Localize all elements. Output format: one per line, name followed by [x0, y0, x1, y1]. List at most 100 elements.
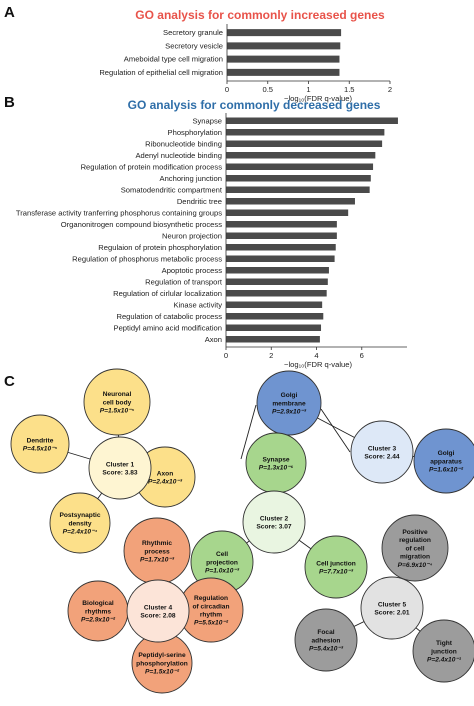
category-label: Regulation of transport	[145, 277, 223, 286]
node-label: Rhythmic	[142, 540, 172, 547]
chart-title: GO analysis for commonly decreased genes	[128, 98, 381, 112]
x-tick-label: 4	[314, 351, 318, 360]
category-label: Adenyl nucleotide binding	[135, 151, 222, 160]
go-term-node: Dendrite P=4.5x10⁻⁵	[10, 414, 70, 474]
node-label: Dendrite	[27, 437, 54, 444]
x-tick-label: 2	[388, 85, 392, 94]
node-p-value: P=7.7x10⁻³	[319, 569, 354, 576]
node-label: Postsynaptic	[59, 512, 100, 519]
node-label: Score: 3.83	[102, 470, 138, 477]
node-circle	[49, 492, 111, 554]
cluster-hub: Cluster 2 Score: 3.07	[242, 490, 306, 554]
node-label: Score: 2.44	[364, 454, 400, 461]
x-axis-label: −log₁₀(FDR q-value)	[284, 94, 352, 103]
cluster-group: GolgimembraneP=2.9x10⁻³GolgiapparatusP=1…	[256, 370, 474, 494]
node-circle	[294, 608, 358, 672]
node-p-value: P=1.5x10⁻⁵	[100, 408, 135, 415]
category-label: Anchoring junction	[160, 174, 222, 183]
bar	[226, 336, 320, 343]
node-circle	[256, 370, 322, 436]
node-label: Cluster 4	[144, 604, 173, 611]
bar	[226, 324, 322, 331]
bar	[226, 301, 323, 308]
category-label: Regulation of protein modification proce…	[81, 162, 223, 171]
node-label: Score: 2.01	[374, 610, 410, 617]
node-label: rhythm	[200, 612, 222, 619]
node-label: regulation	[399, 537, 431, 544]
bar	[226, 186, 370, 193]
node-label: Focal	[317, 629, 334, 636]
go-term-node: Synapse P=1.3x10⁻⁶	[245, 432, 307, 494]
category-label: Dendritic tree	[177, 197, 222, 206]
bar	[226, 232, 337, 239]
hub-circle	[350, 420, 414, 484]
bar	[226, 244, 336, 251]
category-label: Kinase activity	[173, 300, 222, 309]
node-label: Score: 2.08	[140, 613, 176, 620]
node-label: projection	[206, 559, 238, 566]
bar	[226, 175, 371, 182]
hub-circle	[88, 436, 152, 500]
category-label: Regulation of catabolic process	[116, 312, 222, 321]
category-label: Ribonucleotide binding	[145, 139, 222, 148]
node-label: Cluster 1	[106, 461, 135, 468]
category-label: Axon	[205, 335, 222, 344]
node-p-value: P=1.5x10⁻²	[145, 669, 180, 676]
cluster-hub: Cluster 1 Score: 3.83	[88, 436, 152, 500]
node-label: Cluster 3	[368, 445, 397, 452]
bar	[227, 42, 341, 50]
category-label: Transferase activity tranferring phospho…	[16, 208, 222, 217]
hub-circle	[242, 490, 306, 554]
x-tick-label: 2	[269, 351, 273, 360]
network-edge	[320, 408, 351, 453]
bar	[227, 29, 342, 37]
node-p-value: P=2.4x10⁻¹	[427, 657, 462, 664]
node-p-value: P=2.4x10⁻³	[148, 479, 183, 486]
node-label: of circadian	[192, 603, 229, 610]
node-p-value: P=2.4x10⁻⁴	[63, 529, 98, 536]
node-label: adhesion	[312, 637, 341, 644]
node-circle	[381, 514, 449, 582]
bar	[226, 163, 374, 170]
category-label: Synapse	[192, 116, 222, 125]
node-label: Cell	[216, 551, 228, 558]
cluster-hub: Cluster 5 Score: 2.01	[360, 576, 424, 640]
node-label: Cluster 5	[378, 601, 407, 608]
node-p-value: P=1.7x10⁻³	[140, 557, 175, 564]
category-label: Secretory vesicle	[165, 41, 223, 50]
x-tick-label: 6	[360, 351, 364, 360]
node-circle	[412, 619, 474, 683]
network-edge	[240, 404, 257, 460]
category-label: Regulation of phosphorus metabolic proce…	[72, 254, 222, 263]
node-circle	[413, 428, 474, 494]
bar	[226, 278, 328, 285]
node-label: Axon	[157, 470, 173, 477]
node-label: Golgi	[438, 450, 455, 457]
node-label: Biological	[82, 600, 114, 607]
x-tick-label: 1.5	[344, 85, 355, 94]
hub-circle	[126, 579, 190, 643]
node-label: rhythms	[85, 608, 111, 615]
node-label: Synapse	[262, 456, 289, 463]
chart-title: GO analysis for commonly increased genes	[135, 8, 385, 22]
x-tick-label: 0	[224, 351, 228, 360]
cluster-hub: Cluster 4 Score: 2.08	[126, 579, 190, 643]
x-axis-label: −log₁₀(FDR q-value)	[284, 360, 352, 369]
node-label: of cell	[405, 545, 424, 552]
bar	[226, 129, 385, 136]
cluster-hub: Cluster 3 Score: 2.44	[350, 420, 414, 484]
x-tick-label: 1	[306, 85, 310, 94]
node-label: Tight	[436, 640, 453, 647]
bar	[226, 290, 327, 297]
